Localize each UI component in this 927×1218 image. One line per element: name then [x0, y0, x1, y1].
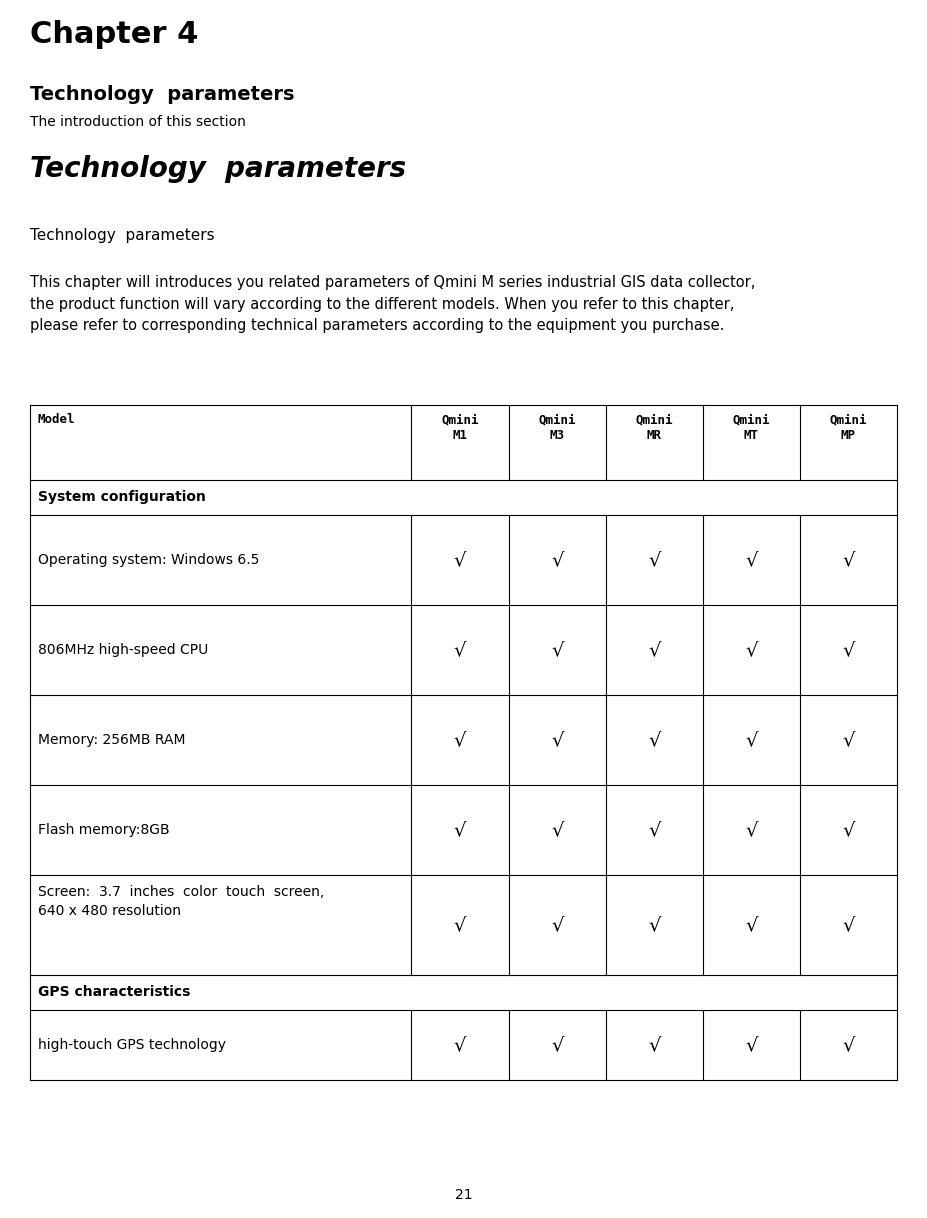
- Text: √: √: [745, 821, 757, 839]
- Text: Model: Model: [38, 413, 75, 426]
- Text: √: √: [454, 641, 466, 659]
- Text: Qmini
MT: Qmini MT: [732, 413, 770, 442]
- Text: √: √: [843, 916, 855, 934]
- Text: Qmini
M1: Qmini M1: [441, 413, 478, 442]
- Text: This chapter will introduces you related parameters of Qmini M series industrial: This chapter will introduces you related…: [30, 275, 756, 334]
- Text: √: √: [648, 641, 660, 659]
- Text: Chapter 4: Chapter 4: [30, 19, 198, 49]
- Text: Technology  parameters: Technology parameters: [30, 85, 295, 104]
- Text: Screen:  3.7  inches  color  touch  screen,
640 x 480 resolution: Screen: 3.7 inches color touch screen, 6…: [38, 885, 324, 918]
- Text: √: √: [454, 551, 466, 570]
- Text: Qmini
MP: Qmini MP: [830, 413, 867, 442]
- Text: Qmini
MR: Qmini MR: [636, 413, 673, 442]
- Text: √: √: [454, 731, 466, 749]
- Text: √: √: [745, 731, 757, 749]
- Text: √: √: [551, 641, 564, 659]
- Text: √: √: [745, 641, 757, 659]
- Text: √: √: [648, 1035, 660, 1055]
- Text: 806MHz high-speed CPU: 806MHz high-speed CPU: [38, 643, 209, 657]
- Text: √: √: [454, 916, 466, 934]
- Text: √: √: [551, 1035, 564, 1055]
- Text: The introduction of this section: The introduction of this section: [30, 114, 246, 129]
- Text: √: √: [551, 821, 564, 839]
- Text: √: √: [843, 1035, 855, 1055]
- Text: √: √: [745, 551, 757, 570]
- Text: Flash memory:8GB: Flash memory:8GB: [38, 823, 170, 837]
- Text: √: √: [454, 1035, 466, 1055]
- Text: √: √: [648, 916, 660, 934]
- Text: √: √: [648, 821, 660, 839]
- Text: Memory: 256MB RAM: Memory: 256MB RAM: [38, 733, 185, 747]
- Text: Operating system: Windows 6.5: Operating system: Windows 6.5: [38, 553, 260, 568]
- Text: Qmini
M3: Qmini M3: [539, 413, 576, 442]
- Text: √: √: [843, 641, 855, 659]
- Text: √: √: [648, 551, 660, 570]
- Text: √: √: [551, 916, 564, 934]
- Text: √: √: [454, 821, 466, 839]
- Text: √: √: [745, 1035, 757, 1055]
- Text: Technology  parameters: Technology parameters: [30, 155, 406, 183]
- Text: √: √: [843, 551, 855, 570]
- Text: √: √: [551, 551, 564, 570]
- Text: Technology  parameters: Technology parameters: [30, 228, 215, 244]
- Text: √: √: [843, 821, 855, 839]
- Text: GPS characteristics: GPS characteristics: [38, 985, 190, 1000]
- Text: System configuration: System configuration: [38, 491, 206, 504]
- Text: √: √: [551, 731, 564, 749]
- Text: √: √: [745, 916, 757, 934]
- Text: √: √: [843, 731, 855, 749]
- Text: √: √: [648, 731, 660, 749]
- Text: 21: 21: [454, 1188, 473, 1202]
- Text: high-touch GPS technology: high-touch GPS technology: [38, 1038, 226, 1052]
